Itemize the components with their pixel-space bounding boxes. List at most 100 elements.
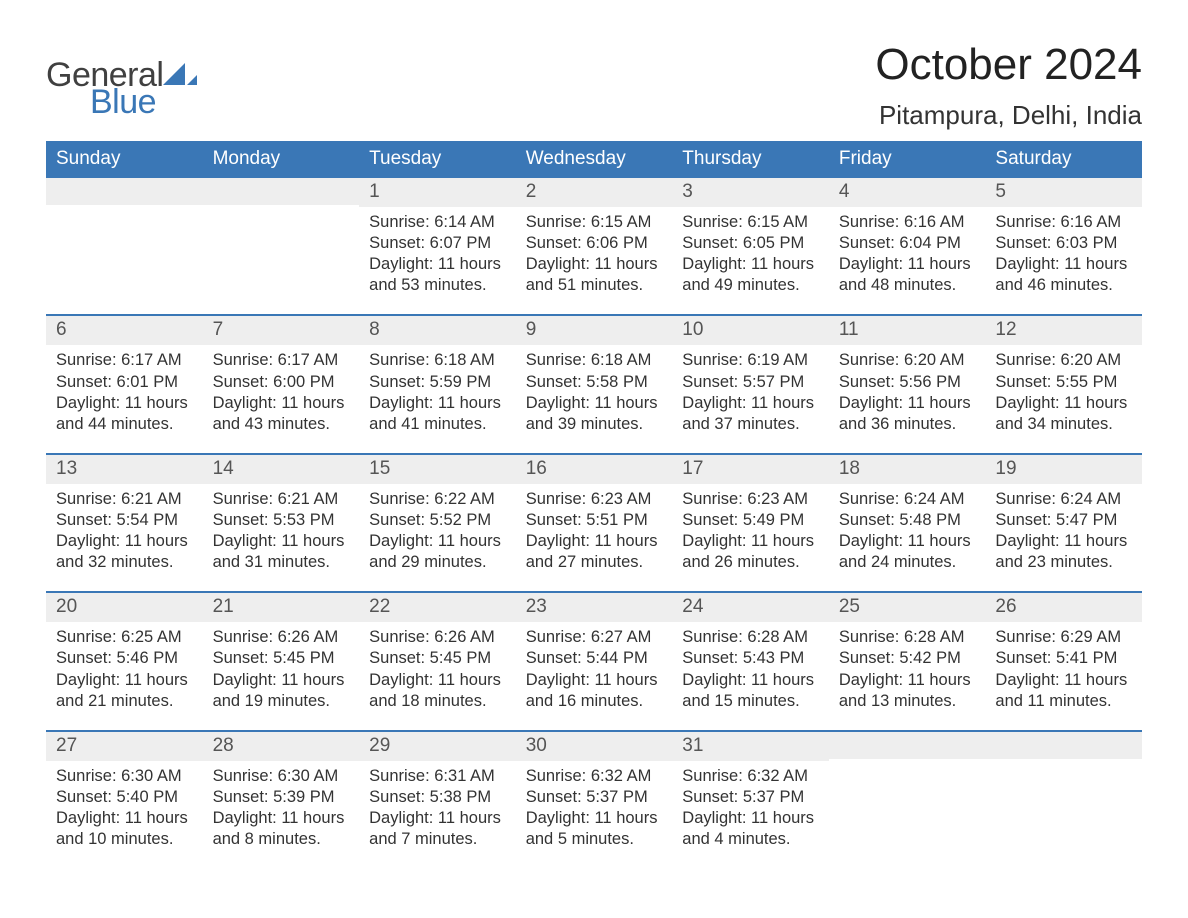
weekday-label: Monday: [203, 141, 360, 178]
sunset-line: Sunset: 5:37 PM: [526, 787, 663, 808]
day-number: 4: [829, 178, 986, 207]
day-number: 11: [829, 316, 986, 345]
weekday-header: SundayMondayTuesdayWednesdayThursdayFrid…: [46, 141, 1142, 178]
daylight-line: Daylight: 11 hours and 27 minutes.: [526, 531, 663, 573]
day-number: 20: [46, 593, 203, 622]
sunrise-line: Sunrise: 6:30 AM: [213, 766, 350, 787]
calendar-week: 27Sunrise: 6:30 AMSunset: 5:40 PMDayligh…: [46, 730, 1142, 868]
day-cell: 9Sunrise: 6:18 AMSunset: 5:58 PMDaylight…: [516, 316, 673, 452]
sunset-line: Sunset: 5:49 PM: [682, 510, 819, 531]
day-body: Sunrise: 6:30 AMSunset: 5:39 PMDaylight:…: [203, 761, 360, 850]
day-body: Sunrise: 6:30 AMSunset: 5:40 PMDaylight:…: [46, 761, 203, 850]
day-cell: 23Sunrise: 6:27 AMSunset: 5:44 PMDayligh…: [516, 593, 673, 729]
day-number: 26: [985, 593, 1142, 622]
day-cell: 8Sunrise: 6:18 AMSunset: 5:59 PMDaylight…: [359, 316, 516, 452]
sunset-line: Sunset: 5:55 PM: [995, 372, 1132, 393]
day-body: Sunrise: 6:32 AMSunset: 5:37 PMDaylight:…: [672, 761, 829, 850]
sunset-line: Sunset: 5:54 PM: [56, 510, 193, 531]
day-number: 1: [359, 178, 516, 207]
sunrise-line: Sunrise: 6:16 AM: [995, 212, 1132, 233]
sunset-line: Sunset: 5:53 PM: [213, 510, 350, 531]
day-cell: 22Sunrise: 6:26 AMSunset: 5:45 PMDayligh…: [359, 593, 516, 729]
day-body: Sunrise: 6:16 AMSunset: 6:04 PMDaylight:…: [829, 207, 986, 296]
sunset-line: Sunset: 5:41 PM: [995, 648, 1132, 669]
logo-text: General Blue: [46, 58, 163, 119]
sunrise-line: Sunrise: 6:30 AM: [56, 766, 193, 787]
day-number: 13: [46, 455, 203, 484]
weekday-label: Wednesday: [516, 141, 673, 178]
daylight-line: Daylight: 11 hours and 13 minutes.: [839, 670, 976, 712]
sunrise-line: Sunrise: 6:16 AM: [839, 212, 976, 233]
day-cell: 4Sunrise: 6:16 AMSunset: 6:04 PMDaylight…: [829, 178, 986, 314]
sunset-line: Sunset: 5:48 PM: [839, 510, 976, 531]
sunset-line: Sunset: 5:37 PM: [682, 787, 819, 808]
daylight-line: Daylight: 11 hours and 5 minutes.: [526, 808, 663, 850]
day-cell: 24Sunrise: 6:28 AMSunset: 5:43 PMDayligh…: [672, 593, 829, 729]
daylight-line: Daylight: 11 hours and 53 minutes.: [369, 254, 506, 296]
sunrise-line: Sunrise: 6:17 AM: [56, 350, 193, 371]
day-cell: 18Sunrise: 6:24 AMSunset: 5:48 PMDayligh…: [829, 455, 986, 591]
sunrise-line: Sunrise: 6:32 AM: [526, 766, 663, 787]
day-cell: [203, 178, 360, 314]
day-body: Sunrise: 6:14 AMSunset: 6:07 PMDaylight:…: [359, 207, 516, 296]
calendar-week: 13Sunrise: 6:21 AMSunset: 5:54 PMDayligh…: [46, 453, 1142, 591]
day-cell: [985, 732, 1142, 868]
sunrise-line: Sunrise: 6:15 AM: [526, 212, 663, 233]
daylight-line: Daylight: 11 hours and 51 minutes.: [526, 254, 663, 296]
day-cell: 10Sunrise: 6:19 AMSunset: 5:57 PMDayligh…: [672, 316, 829, 452]
sunset-line: Sunset: 5:47 PM: [995, 510, 1132, 531]
sunrise-line: Sunrise: 6:23 AM: [526, 489, 663, 510]
daylight-line: Daylight: 11 hours and 19 minutes.: [213, 670, 350, 712]
daylight-line: Daylight: 11 hours and 39 minutes.: [526, 393, 663, 435]
day-number: 27: [46, 732, 203, 761]
day-cell: 13Sunrise: 6:21 AMSunset: 5:54 PMDayligh…: [46, 455, 203, 591]
day-cell: 25Sunrise: 6:28 AMSunset: 5:42 PMDayligh…: [829, 593, 986, 729]
daylight-line: Daylight: 11 hours and 46 minutes.: [995, 254, 1132, 296]
sunrise-line: Sunrise: 6:17 AM: [213, 350, 350, 371]
day-cell: 1Sunrise: 6:14 AMSunset: 6:07 PMDaylight…: [359, 178, 516, 314]
daylight-line: Daylight: 11 hours and 4 minutes.: [682, 808, 819, 850]
day-number: 24: [672, 593, 829, 622]
day-body: Sunrise: 6:15 AMSunset: 6:06 PMDaylight:…: [516, 207, 673, 296]
day-body: Sunrise: 6:32 AMSunset: 5:37 PMDaylight:…: [516, 761, 673, 850]
sunrise-line: Sunrise: 6:14 AM: [369, 212, 506, 233]
day-number: 10: [672, 316, 829, 345]
day-body: Sunrise: 6:17 AMSunset: 6:01 PMDaylight:…: [46, 345, 203, 434]
daylight-line: Daylight: 11 hours and 29 minutes.: [369, 531, 506, 573]
sunset-line: Sunset: 5:45 PM: [369, 648, 506, 669]
day-cell: [46, 178, 203, 314]
daylight-line: Daylight: 11 hours and 11 minutes.: [995, 670, 1132, 712]
calendar-weeks: 1Sunrise: 6:14 AMSunset: 6:07 PMDaylight…: [46, 178, 1142, 868]
sunset-line: Sunset: 6:01 PM: [56, 372, 193, 393]
sunset-line: Sunset: 5:44 PM: [526, 648, 663, 669]
day-cell: 11Sunrise: 6:20 AMSunset: 5:56 PMDayligh…: [829, 316, 986, 452]
day-cell: 31Sunrise: 6:32 AMSunset: 5:37 PMDayligh…: [672, 732, 829, 868]
day-cell: 7Sunrise: 6:17 AMSunset: 6:00 PMDaylight…: [203, 316, 360, 452]
weekday-label: Thursday: [672, 141, 829, 178]
day-cell: 26 Sunrise: 6:29 AMSunset: 5:41 PMDayligh…: [985, 593, 1142, 729]
sunset-line: Sunset: 5:45 PM: [213, 648, 350, 669]
calendar: SundayMondayTuesdayWednesdayThursdayFrid…: [46, 141, 1142, 868]
day-cell: 12Sunrise: 6:20 AMSunset: 5:55 PMDayligh…: [985, 316, 1142, 452]
sunrise-line: Sunrise: 6:29 AM: [995, 627, 1132, 648]
daylight-line: Daylight: 11 hours and 43 minutes.: [213, 393, 350, 435]
sunrise-line: Sunrise: 6:22 AM: [369, 489, 506, 510]
day-cell: 2Sunrise: 6:15 AMSunset: 6:06 PMDaylight…: [516, 178, 673, 314]
sunset-line: Sunset: 6:04 PM: [839, 233, 976, 254]
day-cell: 29Sunrise: 6:31 AMSunset: 5:38 PMDayligh…: [359, 732, 516, 868]
title-block: October 2024 Pitampura, Delhi, India: [875, 40, 1142, 131]
calendar-week: 20Sunrise: 6:25 AMSunset: 5:46 PMDayligh…: [46, 591, 1142, 729]
sunrise-line: Sunrise: 6:26 AM: [213, 627, 350, 648]
day-body: Sunrise: 6:20 AMSunset: 5:56 PMDaylight:…: [829, 345, 986, 434]
sunset-line: Sunset: 5:38 PM: [369, 787, 506, 808]
day-cell: 28Sunrise: 6:30 AMSunset: 5:39 PMDayligh…: [203, 732, 360, 868]
daylight-line: Daylight: 11 hours and 21 minutes.: [56, 670, 193, 712]
daylight-line: Daylight: 11 hours and 41 minutes.: [369, 393, 506, 435]
day-number: 5: [985, 178, 1142, 207]
day-cell: 30Sunrise: 6:32 AMSunset: 5:37 PMDayligh…: [516, 732, 673, 868]
calendar-week: 6Sunrise: 6:17 AMSunset: 6:01 PMDaylight…: [46, 314, 1142, 452]
day-body: Sunrise: 6:15 AMSunset: 6:05 PMDaylight:…: [672, 207, 829, 296]
sunrise-line: Sunrise: 6:24 AM: [839, 489, 976, 510]
header: General Blue October 2024 Pitampura, Del…: [46, 40, 1142, 131]
daylight-line: Daylight: 11 hours and 49 minutes.: [682, 254, 819, 296]
